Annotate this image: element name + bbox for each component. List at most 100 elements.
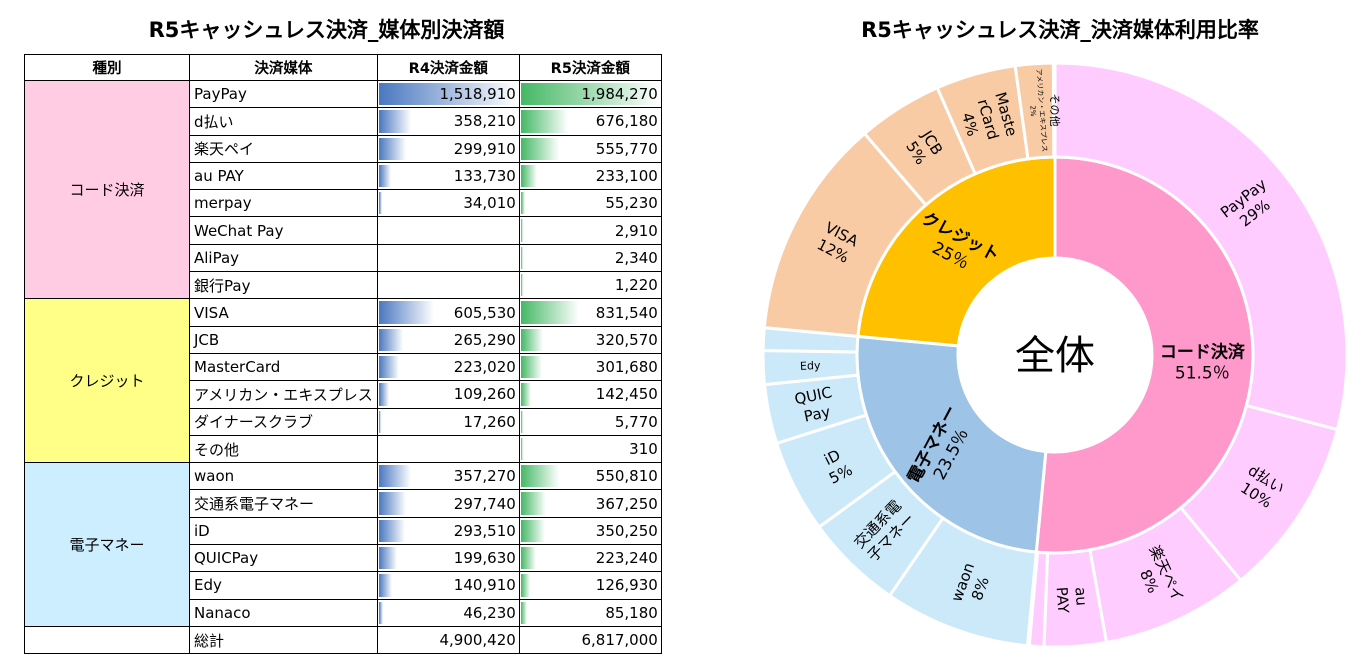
r4-amount-value: 1,518,910 — [439, 85, 516, 104]
table-row: WeChat Pay 2,910 — [25, 216, 662, 245]
r4-amount-value: 34,010 — [463, 194, 516, 213]
r5-amount-value: 367,250 — [595, 494, 658, 513]
r4-amount-value: 293,510 — [453, 521, 516, 540]
table-row: コード決済 PayPay 1,518,910 1,984,270 — [24, 79, 662, 300]
r5-amount-cell: 142,450 — [518, 380, 662, 409]
r4-data-bar — [378, 601, 383, 624]
r5-amount-cell: 550,810 — [518, 462, 662, 491]
header-r5-amount: R5決済金額 — [518, 54, 662, 81]
r5-amount-value: 2,340 — [614, 248, 658, 267]
r4-amount-cell: 199,630 — [376, 544, 520, 573]
r4-amount-value: 140,910 — [453, 576, 516, 595]
r4-amount-cell: 34,010 — [376, 189, 520, 218]
table-row: その他 310 — [25, 434, 662, 464]
r4-amount-cell: 605,530 — [376, 298, 520, 327]
total-category-cell — [24, 625, 190, 655]
medium-name: Edy — [189, 571, 378, 600]
r5-amount-value: 1,220 — [614, 276, 658, 295]
r5-amount-value: 550,810 — [595, 467, 658, 486]
table-row: iD 293,510 350,250 — [25, 516, 662, 546]
outer-slice-label-line: au — [1071, 586, 1091, 611]
r5-amount-value: 310 — [629, 440, 658, 458]
table-row: 電子マネー waon 357,270 550,810 — [24, 462, 662, 627]
outer-slice-label-line: 2% — [1028, 105, 1037, 117]
total-r4-cell: 4,900,420 — [376, 625, 520, 655]
r5-data-bar — [520, 492, 547, 515]
r4-data-bar — [378, 574, 392, 597]
r4-amount-value: 605,530 — [453, 303, 516, 322]
r5-amount-value: 55,230 — [605, 194, 658, 213]
r5-amount-value: 233,100 — [595, 167, 658, 186]
r5-data-bar — [520, 601, 527, 624]
r5-data-bar — [520, 519, 546, 543]
r5-amount-cell: 126,930 — [518, 571, 662, 600]
r5-amount-value: 555,770 — [595, 139, 658, 158]
medium-name: au PAY — [189, 161, 378, 191]
table-row: 銀行Pay 1,220 — [25, 271, 662, 300]
r4-amount-value: 17,260 — [463, 412, 516, 431]
r4-amount-cell: 297,740 — [376, 489, 520, 518]
r5-data-bar — [520, 164, 538, 188]
r5-data-bar — [520, 219, 523, 242]
r5-amount-value: 301,680 — [595, 358, 658, 377]
medium-name: 銀行Pay — [189, 271, 378, 300]
r4-amount-value: 297,740 — [453, 494, 516, 513]
r5-amount-cell: 350,250 — [518, 516, 662, 546]
total-r5-value: 6,817,000 — [581, 631, 658, 650]
r4-data-bar — [378, 355, 400, 379]
r5-amount-value: 142,450 — [595, 385, 658, 404]
r5-amount-value: 85,180 — [605, 603, 658, 622]
r5-amount-value: 2,910 — [614, 221, 658, 240]
medium-name: d払い — [189, 107, 378, 136]
outer-slice-label-line: PAY — [1053, 586, 1073, 614]
medium-name: ダイナースクラブ — [189, 407, 378, 436]
category-cell: 電子マネー — [24, 462, 190, 627]
medium-name: アメリカン・エキスプレス — [189, 380, 378, 409]
outer-slice-label: Edy — [800, 359, 821, 373]
medium-name: QUICPay — [189, 544, 378, 573]
r5-amount-value: 223,240 — [595, 549, 658, 568]
table-row: JCB 265,290 320,570 — [25, 325, 662, 354]
r5-amount-cell: 831,540 — [518, 298, 662, 327]
r5-data-bar — [520, 301, 579, 324]
r5-data-bar — [520, 246, 523, 270]
outer-slice-label-line: 4% — [958, 111, 982, 139]
r4-amount-cell: 357,270 — [376, 462, 520, 491]
medium-name: Nanaco — [189, 598, 378, 627]
header-r4-amount: R4決済金額 — [376, 54, 520, 81]
r5-amount-cell: 233,100 — [518, 161, 662, 191]
r4-data-bar — [378, 137, 407, 160]
r5-amount-cell: 85,180 — [518, 598, 662, 627]
table-row: アメリカン・エキスプレス 109,260 142,450 — [25, 380, 662, 409]
r5-amount-value: 5,770 — [614, 412, 658, 431]
r4-data-bar — [378, 519, 406, 543]
medium-name: waon — [189, 462, 378, 491]
outer-slice-label: iD5% — [818, 444, 856, 488]
r4-amount-value: 265,290 — [453, 330, 516, 349]
r4-amount-value: 46,230 — [463, 603, 516, 622]
outer-slice-label-line: その他 — [1048, 93, 1061, 126]
medium-name: PayPay — [189, 79, 378, 109]
r5-data-bar — [520, 465, 560, 488]
r5-amount-value: 350,250 — [595, 521, 658, 540]
r4-amount-cell: 140,910 — [376, 571, 520, 600]
table-row: ダイナースクラブ 17,260 5,770 — [25, 407, 662, 436]
r4-data-bar — [378, 547, 397, 570]
r5-data-bar — [520, 328, 544, 351]
r5-amount-cell: 55,230 — [518, 189, 662, 218]
table-title: R5キャッシュレス決済_媒体別決済額 — [148, 18, 505, 42]
r5-data-bar — [520, 437, 523, 461]
medium-name: JCB — [189, 325, 378, 354]
header-medium: 決済媒体 — [189, 54, 378, 81]
r4-amount-cell: 293,510 — [376, 516, 520, 546]
medium-name: 交通系電子マネー — [189, 489, 378, 518]
r4-amount-cell: 1,518,910 — [376, 79, 520, 109]
r4-amount-value: 299,910 — [453, 139, 516, 158]
r4-data-bar — [378, 164, 391, 188]
r5-data-bar — [520, 547, 537, 570]
outer-slice-label: au PAY — [1053, 585, 1092, 615]
r5-amount-cell: 1,220 — [518, 271, 662, 300]
r5-amount-value: 676,180 — [595, 112, 658, 131]
table-row: Edy 140,910 126,930 — [25, 571, 662, 600]
inner-slice-label: コード決済 51.5％ — [1160, 341, 1246, 383]
